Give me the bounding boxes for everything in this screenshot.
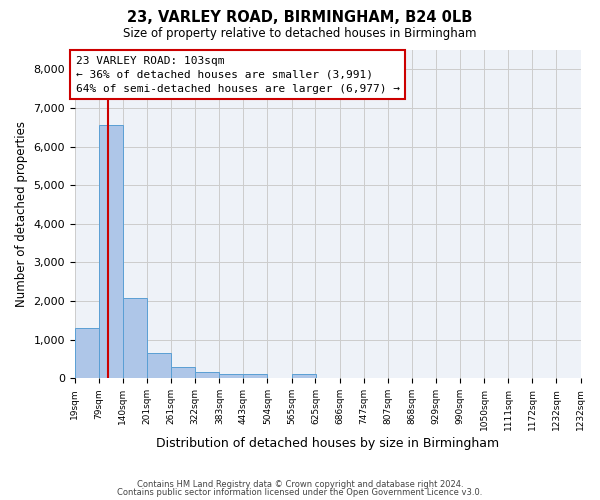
Bar	[243, 374, 268, 378]
Text: 23, VARLEY ROAD, BIRMINGHAM, B24 0LB: 23, VARLEY ROAD, BIRMINGHAM, B24 0LB	[127, 10, 473, 25]
Bar	[220, 374, 244, 378]
Bar	[75, 328, 99, 378]
Bar	[171, 366, 195, 378]
Text: Contains HM Land Registry data © Crown copyright and database right 2024.: Contains HM Land Registry data © Crown c…	[137, 480, 463, 489]
Y-axis label: Number of detached properties: Number of detached properties	[15, 121, 28, 307]
Bar	[123, 298, 147, 378]
X-axis label: Distribution of detached houses by size in Birmingham: Distribution of detached houses by size …	[156, 437, 499, 450]
Text: Size of property relative to detached houses in Birmingham: Size of property relative to detached ho…	[123, 28, 477, 40]
Bar	[147, 353, 172, 378]
Bar	[99, 125, 123, 378]
Bar	[292, 374, 316, 378]
Bar	[195, 372, 220, 378]
Text: Contains public sector information licensed under the Open Government Licence v3: Contains public sector information licen…	[118, 488, 482, 497]
Text: 23 VARLEY ROAD: 103sqm
← 36% of detached houses are smaller (3,991)
64% of semi-: 23 VARLEY ROAD: 103sqm ← 36% of detached…	[76, 56, 400, 94]
